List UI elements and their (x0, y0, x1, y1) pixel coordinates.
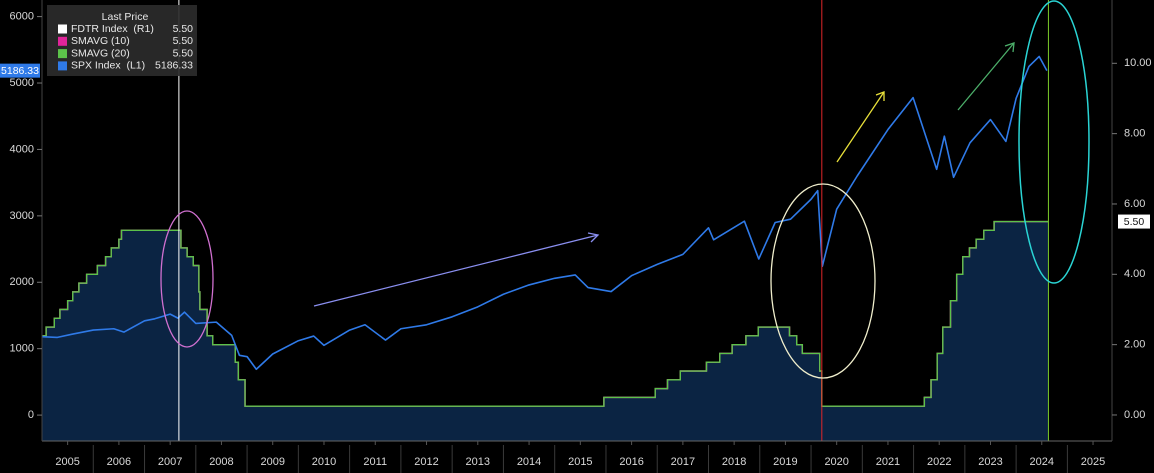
x-tick-label: 2008 (209, 456, 233, 468)
legend-swatch (58, 61, 67, 71)
legend-label: FDTR Index (R1) (71, 23, 154, 35)
legend-box (47, 5, 197, 76)
legend-swatch (58, 36, 67, 46)
legend-swatch (58, 24, 67, 34)
highlight-ellipse (770, 183, 876, 379)
x-tick-label: 2023 (978, 456, 1002, 468)
legend-title: Last Price (102, 11, 149, 23)
x-tick-label: 2009 (260, 456, 284, 468)
x-tick-label: 2020 (824, 456, 848, 468)
x-tick-label: 2018 (722, 456, 746, 468)
x-tick-label: 2022 (927, 456, 951, 468)
legend-label: SMAVG (10) (71, 35, 130, 47)
last-value-box (1118, 214, 1150, 229)
x-tick-label: 2005 (55, 456, 79, 468)
trend-arrow (313, 232, 600, 307)
x-tick-label: 2007 (158, 456, 182, 468)
highlight-ellipse (160, 210, 214, 348)
x-axis-band (0, 441, 1154, 473)
x-tick-label: 2012 (414, 456, 438, 468)
y-tick-label: 5000 (10, 77, 34, 89)
legend-swatch (58, 49, 67, 59)
y2-tick-label: 0.00 (1124, 409, 1145, 421)
y2-tick-label: 2.00 (1124, 339, 1145, 351)
y-tick-label: 0 (28, 409, 34, 421)
x-tick-label: 2013 (466, 456, 490, 468)
y2-tick-label: 6.00 (1124, 198, 1145, 210)
index-line (41, 55, 1048, 371)
annotations (160, 0, 1090, 379)
rate-area (42, 221, 1049, 441)
legend-value: 5.50 (173, 23, 194, 35)
last-value-box (0, 63, 40, 78)
x-tick-label: 2010 (312, 456, 336, 468)
trend-arrow (957, 42, 1015, 111)
x-tick-label: 2006 (107, 456, 131, 468)
y2-tick-label: 10.00 (1124, 57, 1152, 69)
highlight-ellipse (1018, 0, 1090, 284)
x-tick-label: 2017 (671, 456, 695, 468)
x-tick-label: 2025 (1081, 456, 1105, 468)
moving-average-line (42, 220, 1049, 407)
y2-tick-label: 8.00 (1124, 128, 1145, 140)
legend: Last Price FDTR Index (R1) 5.50 SMAVG (10)… (47, 5, 197, 76)
trend-arrow (836, 91, 885, 163)
legend-value: 5186.33 (155, 60, 193, 72)
legend-value: 5.50 (173, 47, 194, 59)
y-tick-label: 2000 (10, 276, 34, 288)
y-tick-label: 1000 (10, 343, 34, 355)
legend-value: 5.50 (173, 35, 194, 47)
x-tick-label: 2019 (773, 456, 797, 468)
last-value-label: 5186.33 (1, 65, 39, 77)
legend-label: SPX Index (L1) (71, 60, 145, 72)
x-tick-label: 2021 (876, 456, 900, 468)
x-tick-label: 2011 (363, 456, 387, 468)
y-tick-label: 3000 (10, 210, 34, 222)
y2-tick-label: 4.00 (1124, 268, 1145, 280)
x-tick-label: 2016 (619, 456, 643, 468)
y-tick-label: 6000 (10, 11, 34, 23)
legend-label: SMAVG (20) (71, 47, 130, 59)
x-tick-label: 2015 (568, 456, 592, 468)
x-tick-label: 2024 (1030, 456, 1054, 468)
x-tick-label: 2014 (517, 456, 541, 468)
plot-area (41, 0, 1049, 441)
last-value-label: 5.50 (1124, 216, 1145, 228)
y-tick-label: 4000 (10, 143, 34, 155)
